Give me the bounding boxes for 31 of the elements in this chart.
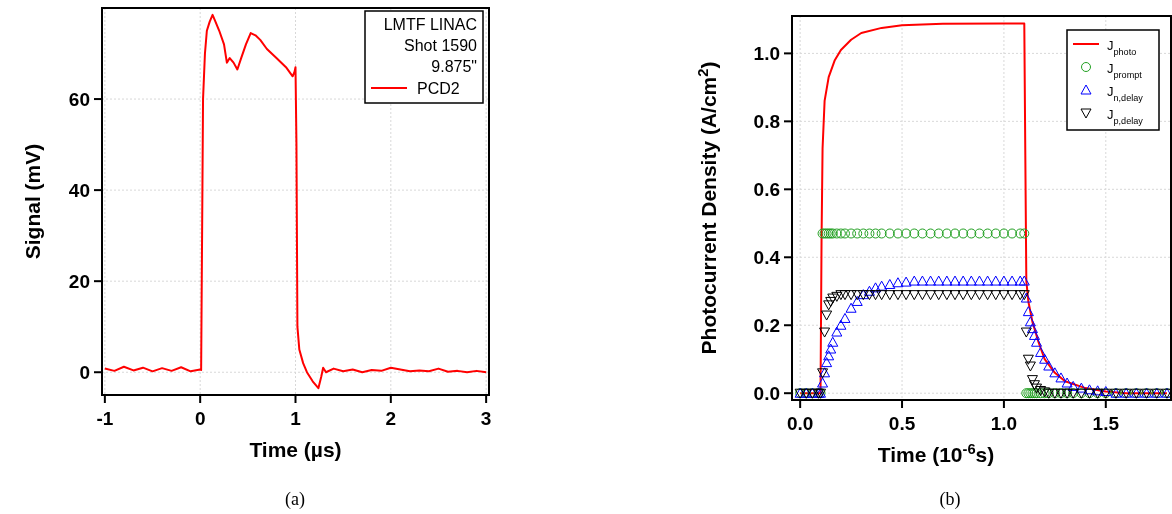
- x-tick-label: 1.0: [990, 413, 1018, 434]
- legend-title: LMTF LINAC Shot 1590 9.875": [383, 16, 478, 75]
- legend-label: J$_{n,delay}$: [1107, 84, 1144, 103]
- x-tick-label: 0.5: [888, 413, 916, 434]
- text: (b): [939, 489, 961, 510]
- text: (a): [285, 489, 305, 510]
- y-tick-label: 0.4: [753, 247, 781, 269]
- line-series: [103, 13, 488, 390]
- x-tick-label: 2: [385, 408, 397, 429]
- y-tick-label: 0.2: [753, 315, 780, 337]
- legend-label: J$_{photo}$: [1107, 38, 1137, 57]
- y-tick-label: 60: [68, 89, 90, 111]
- x-tick-label: 1: [290, 408, 302, 429]
- x-tick-label: 0.0: [786, 413, 814, 434]
- x-tick-label: -1: [96, 408, 114, 429]
- y-tick-label: 20: [68, 271, 90, 293]
- x-tick-label: 0: [194, 408, 206, 429]
- y-tick-label: 0.6: [753, 179, 780, 201]
- y-axis-title: Signal (mV): [21, 143, 44, 260]
- x-tick-label: 3: [480, 408, 492, 429]
- x-axis-title: Time (µs): [249, 438, 342, 461]
- legend-label: PCD2: [417, 80, 460, 97]
- x-axis-title: Time (10$^{-6}$s): [877, 441, 995, 466]
- legend-label: J$_{prompt}$: [1107, 61, 1143, 80]
- y-tick-label: 0.8: [753, 111, 780, 133]
- y-tick-label: 1.0: [753, 43, 780, 65]
- y-tick-label: 0.0: [753, 383, 780, 405]
- y-tick-label: 0: [79, 362, 90, 384]
- x-tick-label: 1.5: [1092, 413, 1120, 434]
- y-tick-label: 40: [68, 180, 90, 202]
- legend-label: J$_{p,delay}$: [1107, 107, 1144, 126]
